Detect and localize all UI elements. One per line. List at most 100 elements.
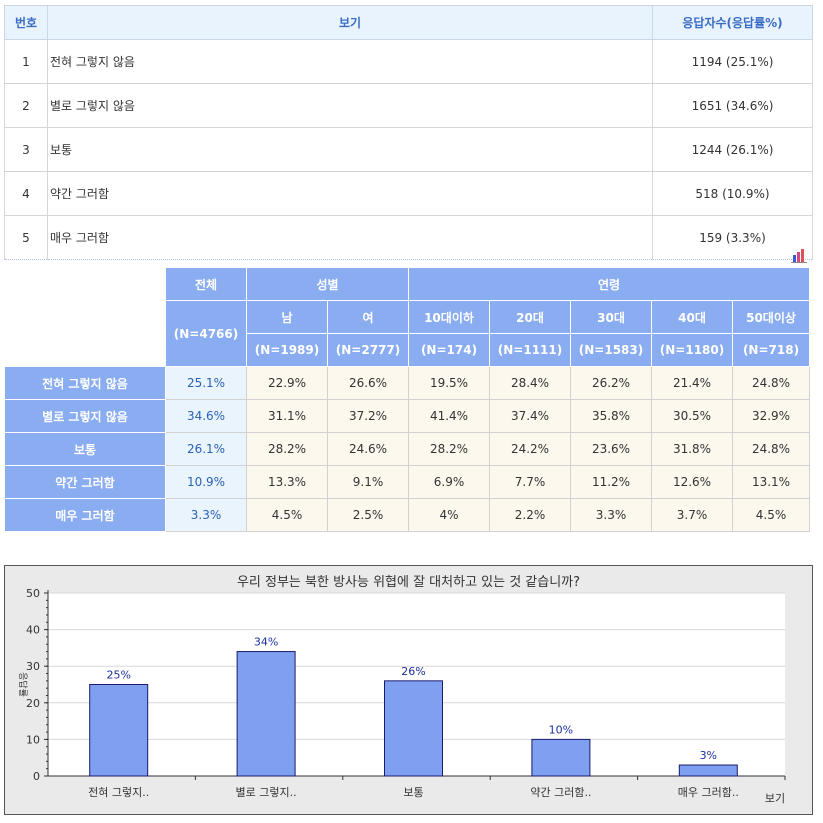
row-num: 4 <box>4 171 48 216</box>
bar-data-label: 10% <box>549 723 573 736</box>
y-tick-label: 50 <box>26 587 40 600</box>
col-age-50s: 50대이상 <box>731 300 811 334</box>
crosstab-cell: 4% <box>408 498 490 532</box>
y-tick-label: 0 <box>33 770 40 783</box>
crosstab-total-cell: 34.6% <box>165 399 247 433</box>
row-num: 1 <box>4 39 48 84</box>
crosstab-cell: 6.9% <box>408 465 490 499</box>
crosstab-total-cell: 26.1% <box>165 432 247 466</box>
y-tick-label: 10 <box>26 733 40 746</box>
crosstab-cell: 24.2% <box>489 432 571 466</box>
crosstab-row: 약간 그러함 10.9% 13.3% 9.1% 6.9% 7.7% 11.2% 12.6% 13… <box>4 465 811 499</box>
summary-row: 2 별로 그렇지 않음 1651 (34.6%) <box>4 83 813 128</box>
header-option: 보기 <box>47 5 653 40</box>
header-count: 응답자수(응답률%) <box>652 5 813 40</box>
n-age-30s: (N=1583) <box>570 333 652 367</box>
n-age-10s: (N=174) <box>408 333 490 367</box>
summary-row: 5 매우 그러함 159 (3.3%) <box>4 215 813 260</box>
crosstab-row-label: 약간 그러함 <box>4 465 166 499</box>
bar <box>384 680 443 777</box>
crosstab-cell: 4.5% <box>731 498 811 532</box>
crosstab-row-label: 보통 <box>4 432 166 466</box>
x-tick-label: 약간 그러함.. <box>530 785 591 799</box>
x-tick-label: 별로 그렇지.. <box>236 786 297 799</box>
crosstab-cell: 7.7% <box>489 465 571 499</box>
crosstab-row-label: 별로 그렇지 않음 <box>4 399 166 433</box>
crosstab-group-row: 전체 성별 연령 <box>4 267 811 367</box>
x-tick-label: 전혀 그렇지.. <box>88 786 149 799</box>
crosstab-cell: 19.5% <box>408 366 490 400</box>
crosstab-cell: 12.6% <box>651 465 733 499</box>
chart-title: 우리 정부는 북한 방사능 위협에 잘 대처하고 있는 것 같습니까? <box>236 575 581 590</box>
crosstab-row: 매우 그러함 3.3% 4.5% 2.5% 4% 2.2% 3.3% 3.7% 4.5% <box>4 498 811 532</box>
x-tick-label: 매우 그러함.. <box>678 786 739 799</box>
crosstab-cell: 21.4% <box>651 366 733 400</box>
summary-row: 4 약간 그러함 518 (10.9%) <box>4 171 813 216</box>
col-age-10s: 10대이하 <box>408 300 490 334</box>
bar-chart: 우리 정부는 북한 방사능 위협에 잘 대처하고 있는 것 같습니까? 0 10 2… <box>4 565 813 815</box>
summary-table: 번호 보기 응답자수(응답률%) 1 전혀 그렇지 않음 1194 (25.1%… <box>4 5 813 260</box>
crosstab-total-cell: 10.9% <box>165 465 247 499</box>
crosstab-cell: 3.7% <box>651 498 733 532</box>
row-label: 매우 그러함 <box>47 215 653 260</box>
summary-row: 1 전혀 그렇지 않음 1194 (25.1%) <box>4 39 813 84</box>
crosstab-row: 별로 그렇지 않음 34.6% 31.1% 37.2% 41.4% 37.4% 35.8% 3… <box>4 399 811 433</box>
crosstab-n-row: (N=1989) (N=2777) (N=174) (N=1111) (N=15… <box>5 333 811 367</box>
bar <box>678 764 738 777</box>
crosstab-cell: 24.6% <box>327 432 409 466</box>
row-value: 159 (3.3%) <box>652 215 813 260</box>
crosstab-cell: 24.8% <box>731 432 811 466</box>
col-female: 여 <box>327 300 409 334</box>
crosstab-cell: 9.1% <box>327 465 409 499</box>
crosstab-cell: 23.6% <box>570 432 652 466</box>
total-header: 전체 <box>165 267 247 301</box>
crosstab-cell: 26.6% <box>327 366 409 400</box>
crosstab-cell: 31.8% <box>651 432 733 466</box>
total-n: (N=4766) <box>165 300 247 367</box>
crosstab-cell: 37.4% <box>489 399 571 433</box>
row-num: 5 <box>4 215 48 260</box>
x-axis-label: 보기 <box>765 792 785 805</box>
crosstab-cell: 28.4% <box>489 366 571 400</box>
n-age-50s: (N=718) <box>731 333 811 367</box>
chart-plot: 0 10 20 30 40 50 응답률 25% 전혀 그렇지.. 34% 별로 그렇지.. 26% 보… <box>17 587 786 805</box>
bar-data-label: 26% <box>401 665 425 678</box>
bar <box>531 738 591 777</box>
row-num: 3 <box>4 127 48 172</box>
y-tick-label: 20 <box>26 697 40 710</box>
n-age-40s: (N=1180) <box>651 333 733 367</box>
bar <box>236 651 296 777</box>
crosstab-cell: 24.8% <box>731 366 811 400</box>
bar-chart-icon[interactable] <box>791 249 807 263</box>
row-label: 별로 그렇지 않음 <box>47 83 653 128</box>
bar <box>89 684 149 777</box>
n-age-20s: (N=1111) <box>489 333 571 367</box>
row-value: 1651 (34.6%) <box>652 83 813 128</box>
crosstab-corner <box>4 267 166 367</box>
crosstab-cell: 35.8% <box>570 399 652 433</box>
header-num: 번호 <box>4 5 48 40</box>
crosstab-table: 전체 성별 연령 (N=4766) 남 여 10대이하 20대 30대 40대 … <box>4 267 811 532</box>
y-tick-label: 40 <box>26 624 40 637</box>
gender-header: 성별 <box>246 267 409 301</box>
crosstab-cell: 28.2% <box>246 432 328 466</box>
col-male: 남 <box>246 300 328 334</box>
row-value: 518 (10.9%) <box>652 171 813 216</box>
row-label: 약간 그러함 <box>47 171 653 216</box>
n-male: (N=1989) <box>246 333 328 367</box>
crosstab-row: 보통 26.1% 28.2% 24.6% 28.2% 24.2% 23.6% 31.8% 24.… <box>4 432 811 466</box>
col-age-20s: 20대 <box>489 300 571 334</box>
crosstab-cell: 13.1% <box>731 465 811 499</box>
y-axis-label: 응답률 <box>17 672 29 697</box>
row-label: 보통 <box>47 127 653 172</box>
crosstab-cell: 13.3% <box>246 465 328 499</box>
summary-header-row: 번호 보기 응답자수(응답률%) <box>4 5 813 40</box>
col-age-30s: 30대 <box>570 300 652 334</box>
crosstab-cell: 26.2% <box>570 366 652 400</box>
age-header: 연령 <box>407 267 811 301</box>
crosstab-cell: 2.5% <box>327 498 409 532</box>
row-label: 전혀 그렇지 않음 <box>47 39 653 84</box>
crosstab-cell: 11.2% <box>570 465 652 499</box>
row-value: 1194 (25.1%) <box>652 39 813 84</box>
crosstab-cell: 30.5% <box>651 399 733 433</box>
